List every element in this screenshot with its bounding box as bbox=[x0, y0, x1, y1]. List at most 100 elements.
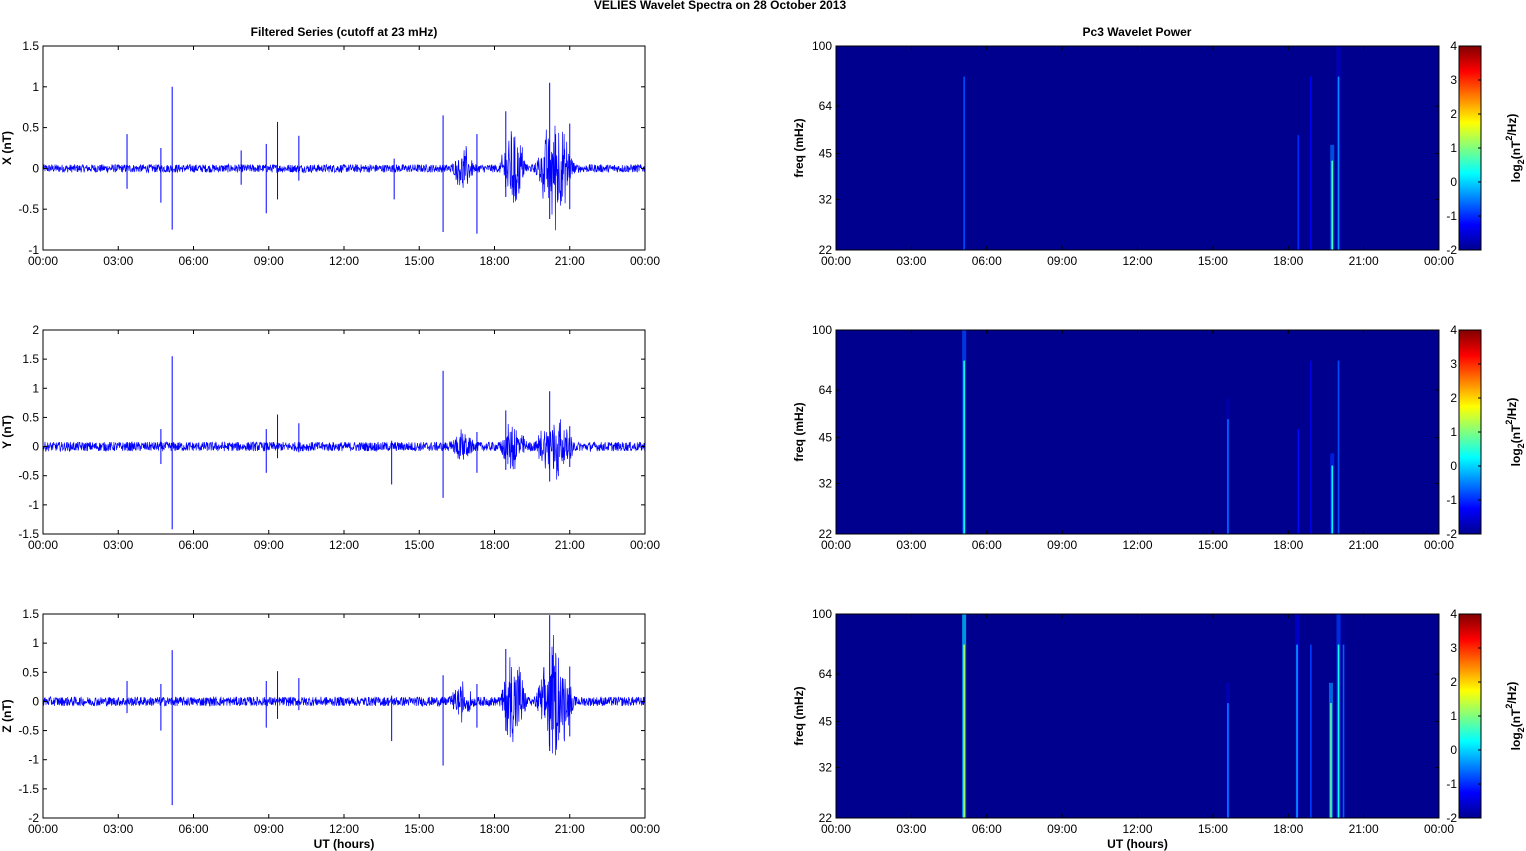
z-spectrum-colorbar-tick-label: 2 bbox=[1450, 675, 1457, 689]
x-spectrum-colorbar-tick-label: 4 bbox=[1450, 39, 1457, 53]
colorbar-label-part: (nT bbox=[1509, 424, 1523, 443]
x-spectrum-xtick-label: 15:00 bbox=[1198, 254, 1228, 268]
z-spectrum-xtick-label: 06:00 bbox=[972, 822, 1002, 836]
x-series-xtick-label: 09:00 bbox=[254, 254, 284, 268]
z-series-ytick-label: -1 bbox=[28, 753, 39, 767]
x-spectrum-xtick-label: 12:00 bbox=[1122, 254, 1152, 268]
z-spectrum-colorbar bbox=[1458, 613, 1482, 819]
x-spectrum-background bbox=[836, 46, 1439, 250]
z-spectrum-xlabel: UT (hours) bbox=[1107, 837, 1168, 851]
z-spectrum-xtick-label: 18:00 bbox=[1273, 822, 1303, 836]
colorbar-label-part: /Hz) bbox=[1505, 682, 1519, 704]
z-spectrum-colorbar-tick-label: -1 bbox=[1446, 777, 1457, 791]
y-spectrum-colorbar bbox=[1458, 329, 1482, 535]
x-series-xtick-label: 15:00 bbox=[404, 254, 434, 268]
y-series-ytick-label: -1 bbox=[28, 498, 39, 512]
x-series-xtick-label: 00:00 bbox=[630, 254, 660, 268]
z-spectrum-streak-1 bbox=[1227, 703, 1229, 818]
y-spectrum-ylabel: freq (mHz) bbox=[792, 402, 806, 461]
y-series-ytick-label: 2 bbox=[32, 323, 39, 337]
y-series-ytick-label: -0.5 bbox=[18, 469, 39, 483]
colorbar-label-part: log bbox=[1509, 164, 1523, 182]
z-series-ytick-label: 0.5 bbox=[22, 665, 39, 679]
y-spectrum-colorbar-tick-label: 0 bbox=[1450, 459, 1457, 473]
y-spectrum-colorbar-label: log2(nT2/Hz) bbox=[1504, 398, 1526, 467]
x-spectrum-xtick-label: 06:00 bbox=[972, 254, 1002, 268]
colorbar-label-part: 2 bbox=[1504, 704, 1514, 709]
y-spectrum-streak-2 bbox=[1297, 429, 1300, 534]
y-series-xtick-label: 00:00 bbox=[630, 538, 660, 552]
x-spectrum-ytick-label: 64 bbox=[819, 99, 833, 113]
colorbar-label-part: log bbox=[1509, 732, 1523, 750]
x-spectrum-streak-0 bbox=[963, 76, 965, 250]
x-spectrum-streak-2 bbox=[1310, 76, 1312, 250]
z-series-xtick-label: 15:00 bbox=[404, 822, 434, 836]
x-series-xtick-label: 06:00 bbox=[178, 254, 208, 268]
z-series-plot-area bbox=[43, 614, 645, 818]
colorbar-label-part: 2 bbox=[1504, 420, 1514, 425]
z-series-xtick-label: 12:00 bbox=[329, 822, 359, 836]
z-series-xtick-label: 03:00 bbox=[103, 822, 133, 836]
z-series-trace bbox=[42, 634, 646, 756]
x-spectrum-streak-4 bbox=[1337, 76, 1340, 250]
x-spectrum-ylabel: freq (mHz) bbox=[792, 118, 806, 177]
colorbar-label-part: log bbox=[1509, 448, 1523, 466]
y-spectrum-streak-3 bbox=[1310, 360, 1312, 534]
z-spectrum-ytick-label: 100 bbox=[812, 607, 832, 621]
z-spectrum-colorbar-tick-label: -2 bbox=[1446, 811, 1457, 825]
y-series-xtick-label: 09:00 bbox=[254, 538, 284, 552]
z-spectrum-ytick-label: 32 bbox=[819, 761, 833, 775]
x-series-ylabel: X (nT) bbox=[0, 131, 14, 165]
y-spectrum-ytick-label: 45 bbox=[819, 431, 833, 445]
y-spectrum-streak-5 bbox=[1337, 360, 1340, 534]
z-spectrum-ytick-label: 45 bbox=[819, 715, 833, 729]
z-spectrum-ytick-label: 22 bbox=[819, 811, 833, 825]
colorbar-label-part: /Hz) bbox=[1505, 398, 1519, 420]
z-spectrum-streak-0 bbox=[963, 644, 965, 818]
x-series-xtick-label: 12:00 bbox=[329, 254, 359, 268]
z-series-xtick-label: 18:00 bbox=[479, 822, 509, 836]
z-spectrum-xtick-label: 03:00 bbox=[896, 822, 926, 836]
y-spectrum-colorbar-tick-label: 4 bbox=[1450, 323, 1457, 337]
x-series-panel: -1 -0.5 0 0.5 1 1.5 X (nT) 00:00 03:00 06:00 09:00… bbox=[0, 39, 660, 268]
z-series-ytick-label: -2 bbox=[28, 811, 39, 825]
colorbar-label-part: (nT bbox=[1509, 140, 1523, 159]
y-series-ytick-label: 1 bbox=[32, 381, 39, 395]
y-series-xtick-label: 21:00 bbox=[555, 538, 585, 552]
y-spectrum-colorbar-tick-label: 3 bbox=[1450, 357, 1457, 371]
y-spectrum-streak-0 bbox=[963, 360, 965, 534]
y-series-xtick-label: 03:00 bbox=[103, 538, 133, 552]
x-series-trace bbox=[42, 125, 646, 231]
y-series-xtick-label: 12:00 bbox=[329, 538, 359, 552]
z-spectrum-streak-6 bbox=[1342, 644, 1345, 818]
z-series-xtick-label: 00:00 bbox=[28, 822, 58, 836]
z-spectrum-xtick-label: 00:00 bbox=[1424, 822, 1454, 836]
x-series-ytick-label: 0 bbox=[32, 161, 39, 175]
y-series-ytick-label: 0.5 bbox=[22, 410, 39, 424]
x-series-ytick-label: -0.5 bbox=[18, 202, 39, 216]
x-spectrum-colorbar-tick-label: 3 bbox=[1450, 73, 1457, 87]
y-spectrum-xtick-label: 06:00 bbox=[972, 538, 1002, 552]
z-spectrum-ylabel: freq (mHz) bbox=[792, 686, 806, 745]
y-spectrum-xtick-label: 09:00 bbox=[1047, 538, 1077, 552]
z-spectrum-ytick-label: 64 bbox=[819, 667, 833, 681]
colorbar-label-part: 2 bbox=[1504, 136, 1514, 141]
y-spectrum-ytick-label: 22 bbox=[819, 527, 833, 541]
z-series-ytick-label: 1 bbox=[32, 636, 39, 650]
y-spectrum-ytick-label: 100 bbox=[812, 323, 832, 337]
y-spectrum-xtick-label: 18:00 bbox=[1273, 538, 1303, 552]
z-series-xlabel: UT (hours) bbox=[314, 837, 375, 851]
x-spectrum-xtick-label: 09:00 bbox=[1047, 254, 1077, 268]
x-spectrum-xtick-label: 00:00 bbox=[821, 254, 851, 268]
z-spectrum-streak-2 bbox=[1296, 644, 1298, 818]
y-series-ytick-label: 0 bbox=[32, 440, 39, 454]
z-series-ytick-label: 0 bbox=[32, 694, 39, 708]
x-series-xtick-label: 18:00 bbox=[479, 254, 509, 268]
z-spectrum-colorbar-label: log2(nT2/Hz) bbox=[1504, 682, 1526, 751]
z-series-xtick-label: 06:00 bbox=[178, 822, 208, 836]
x-spectrum-xtick-label: 03:00 bbox=[896, 254, 926, 268]
z-spectrum-xtick-label: 09:00 bbox=[1047, 822, 1077, 836]
